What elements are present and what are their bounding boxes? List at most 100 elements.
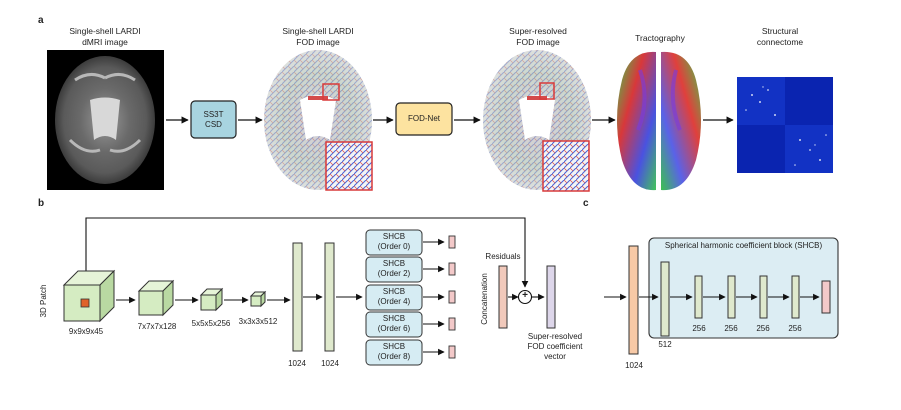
shcb-2-l1: SHCB [382, 259, 406, 268]
step-title-connectome-line2: connectome [756, 36, 804, 47]
cube-dim-4: 3x3x3x512 [238, 317, 278, 326]
step-title-connectome-line1: Structural [761, 26, 799, 36]
step-title-tractography: Tractography [620, 33, 700, 44]
shcb-0-l1: SHCB [382, 232, 406, 241]
fod-net-label: FOD-Net [408, 114, 440, 123]
output-label: Super-resolved FOD coefficient vector [515, 332, 595, 362]
ss3t-csd-box [190, 100, 237, 139]
shcb-label-order-6: SHCB (Order 6) [366, 314, 422, 334]
zoom-roi-box [322, 83, 340, 101]
zoom-inset-2 [542, 140, 590, 192]
fod-net-box [395, 102, 453, 136]
shcb-8-l1: SHCB [382, 342, 406, 351]
shcb-layer-512 [660, 261, 670, 337]
shcb-panel-title: Spherical harmonic coefficient block (SH… [664, 241, 823, 250]
step-title-tractography-line1: Tractography [635, 33, 685, 43]
shcb-layer-256-d [791, 275, 800, 319]
step-title-connectome: Structural connectome [740, 26, 820, 47]
shcb-2-l2: (Order 2) [377, 269, 411, 278]
shcb-dim-256-a: 256 [692, 324, 706, 333]
fc-dim-2: 1024 [321, 359, 339, 368]
step-title-fod-line1: Single-shell LARDI [282, 26, 354, 36]
shcb-outputs [448, 235, 456, 359]
shcb-label-order-8: SHCB (Order 8) [366, 342, 422, 362]
zoom-inset [325, 141, 373, 191]
output-vector-bar [546, 265, 556, 329]
output-label-line2: FOD coefficient [527, 342, 583, 351]
shcb-box-order-4 [365, 284, 423, 311]
shcb-output-6 [448, 317, 456, 331]
cube-5x5x5x256 [199, 287, 224, 312]
plus-symbol: + [522, 290, 528, 301]
concatenation-bar [498, 265, 508, 329]
shcb-4-l1: SHCB [382, 287, 406, 296]
shcb-output-arrows [423, 238, 445, 356]
shcb-6-l2: (Order 6) [377, 324, 411, 333]
output-label-line3: vector [544, 352, 566, 361]
panel-c-input-1024 [628, 245, 639, 355]
panel-b-letter: b [38, 198, 45, 209]
patch-voxel-icon [80, 298, 90, 308]
shcb-output-2 [448, 262, 456, 276]
step-title-dmri-line2: dMRI image [82, 36, 128, 47]
panel-b-arrows [116, 293, 545, 304]
shcb-6-l1: SHCB [382, 314, 406, 323]
step-title-super-resolved-line1: Super-resolved [509, 26, 567, 36]
fc-layer-2 [324, 242, 335, 352]
connectome-matrix [737, 77, 833, 173]
shcb-dim-256-b: 256 [724, 324, 738, 333]
patch-label: 3D Patch [39, 284, 48, 318]
concatenation-label: Concatenation [480, 273, 489, 325]
shcb-layer-256-c [759, 275, 768, 319]
shcb-box-order-2 [365, 256, 423, 283]
ss3t-csd-label: SS3T CSD [191, 110, 236, 130]
skip-connection-line [85, 217, 529, 298]
shcb-dim-256-c: 256 [756, 324, 770, 333]
shcb-8-l2: (Order 8) [377, 352, 411, 361]
step-title-fod-line2: FOD image [296, 36, 340, 47]
cube-dim-1: 9x9x9x45 [68, 327, 104, 336]
panel-a-letter: a [38, 15, 44, 26]
fc-dim-1: 1024 [288, 359, 306, 368]
dmri-image [47, 50, 164, 190]
fc-layer-1 [292, 242, 303, 352]
cube-9x9x9x45 [62, 269, 116, 323]
shcb-layer-256-b [727, 275, 736, 319]
shcb-label-order-2: SHCB (Order 2) [366, 259, 422, 279]
step-title-fod: Single-shell LARDI FOD image [272, 26, 364, 47]
cube-dim-3: 5x5x5x256 [191, 319, 231, 328]
shcb-dim-512: 512 [658, 340, 672, 349]
shcb-0-l2: (Order 0) [377, 242, 411, 251]
fod-image-super-resolved [483, 50, 591, 192]
zoom-roi-box-2 [539, 82, 555, 100]
shcb-panel [648, 237, 839, 339]
shcb-label-order-4: SHCB (Order 4) [366, 287, 422, 307]
output-label-line1: Super-resolved [527, 332, 583, 341]
step-title-super-resolved: Super-resolved FOD image [494, 26, 582, 47]
cube-3x3x3x512 [249, 290, 267, 308]
shcb-output-0 [448, 235, 456, 249]
tractography-image [617, 51, 701, 191]
shcb-layer-256-a [694, 275, 703, 319]
residual-add-circle [517, 289, 533, 305]
shcb-box-order-6 [365, 311, 423, 338]
shcb-dim-256-d: 256 [788, 324, 802, 333]
panel-c-input-dim: 1024 [625, 361, 643, 370]
residuals-label: Residuals [485, 252, 521, 261]
step-title-super-resolved-line2: FOD image [516, 36, 560, 47]
step-title-dmri-line1: Single-shell LARDI [69, 26, 141, 36]
ss3t-label-line1: SS3T [203, 110, 224, 119]
shcb-label-order-0: SHCB (Order 0) [366, 232, 422, 252]
shcb-output-8 [448, 345, 456, 359]
panel-c-letter: c [583, 198, 589, 209]
shcb-output-4 [448, 290, 456, 304]
cube-7x7x7x128 [137, 279, 175, 317]
cube-dim-2: 7x7x7x128 [137, 322, 177, 331]
fod-image-lardi [264, 50, 373, 191]
shcb-final-output [821, 280, 831, 314]
shcb-box-order-8 [365, 339, 423, 366]
shcb-box-order-0 [365, 229, 423, 256]
step-title-dmri: Single-shell LARDI dMRI image [60, 26, 150, 47]
shcb-boxes [365, 229, 423, 366]
